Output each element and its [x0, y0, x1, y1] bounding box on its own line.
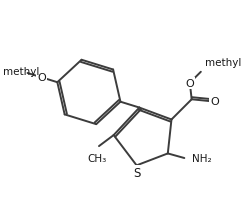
- Text: methyl: methyl: [206, 58, 242, 68]
- Text: NH₂: NH₂: [192, 153, 211, 163]
- Text: O: O: [37, 73, 46, 83]
- Text: O: O: [210, 97, 219, 107]
- Text: methyl: methyl: [3, 67, 40, 77]
- Text: CH₃: CH₃: [87, 153, 107, 163]
- Text: O: O: [185, 78, 194, 88]
- Text: S: S: [133, 166, 140, 179]
